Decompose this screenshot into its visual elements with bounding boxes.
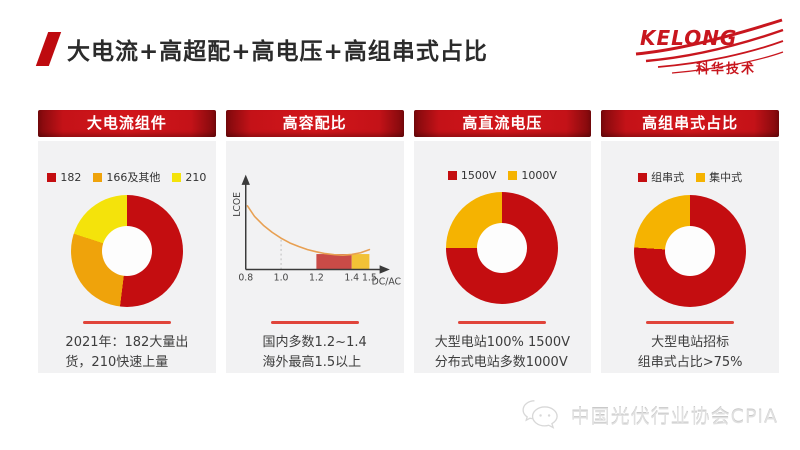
card-body: LCOE 0.8 1.0 1.2 1.4 1.5 DC/AC 国内多数1.2~1… xyxy=(225,141,404,373)
donut-chart-voltage xyxy=(446,192,559,304)
donut-chart-module-sizes xyxy=(70,195,183,307)
donut-hole xyxy=(101,226,152,276)
card-high-current-module: 大电流组件 182 166及其他 210 2021年：182大量出 货，210快速上… xyxy=(38,110,216,373)
legend-label: 182 xyxy=(60,170,82,184)
title-row: 大电流+高超配+高电压+高组串式占比 xyxy=(35,32,488,66)
legend: 182 166及其他 210 xyxy=(38,141,216,185)
lcoe-chart-wrap: LCOE 0.8 1.0 1.2 1.4 1.5 DC/AC xyxy=(226,141,404,293)
legend-swatch-icon xyxy=(93,172,103,182)
cards-row: 大电流组件 182 166及其他 210 2021年：182大量出 货，210快速上… xyxy=(38,110,779,373)
logo-brand-text: KELONG xyxy=(640,26,738,50)
kelong-logo: KELONG 科华技术 xyxy=(634,18,784,80)
card-note: 国内多数1.2~1.4 海外最高1.5以上 xyxy=(263,333,367,372)
y-axis-label: LCOE xyxy=(232,192,243,217)
legend-item: 1000V xyxy=(508,169,557,182)
footer-text: 中国光伏行业协会CPIA xyxy=(570,405,778,428)
card-note: 大型电站招标 组串式占比>75% xyxy=(609,333,771,372)
donut-chart-inverter-type xyxy=(634,195,747,307)
legend-item: 组串式 xyxy=(638,169,684,185)
card-note: 大型电站100% 1500V 分布式电站多数1000V xyxy=(435,333,570,372)
x-tick: 1.2 xyxy=(309,273,324,284)
note-line: 大型电站100% 1500V xyxy=(434,335,571,350)
legend-label: 1500V xyxy=(460,169,497,182)
card-body: 组串式 集中式 大型电站招标 组串式占比>75% xyxy=(601,141,779,373)
card-header: 高容配比 xyxy=(225,110,404,137)
legend-swatch-icon xyxy=(47,172,57,182)
note-line: 海外最高1.5以上 xyxy=(262,354,362,370)
legend-swatch-icon xyxy=(172,172,182,182)
card-body: 1500V 1000V 大型电站100% 1500V 分布式电站多数1000V xyxy=(413,141,592,373)
card-header: 大电流组件 xyxy=(38,110,216,137)
legend-item: 182 xyxy=(47,169,81,185)
legend-swatch-icon xyxy=(696,172,706,182)
card-body: 182 166及其他 210 2021年：182大量出 货，210快速上量 xyxy=(38,141,216,373)
legend-swatch-icon xyxy=(508,171,518,180)
footer-watermark: 中国光伏行业协会CPIA xyxy=(521,398,778,432)
note-line: 货，210快速上量 xyxy=(65,354,169,370)
legend-swatch-icon xyxy=(638,172,648,182)
title-slash-icon xyxy=(35,32,62,66)
lcoe-region-1 xyxy=(351,254,370,270)
note-line: 大型电站招标 xyxy=(651,335,730,350)
legend: 组串式 集中式 xyxy=(601,141,779,185)
donut-hole xyxy=(665,226,716,276)
legend-item: 集中式 xyxy=(696,169,742,185)
legend-item: 1500V xyxy=(447,169,497,182)
legend-label: 166及其他 xyxy=(106,171,161,184)
note-divider xyxy=(646,321,735,324)
card-header: 高组串式占比 xyxy=(601,110,779,137)
note-line: 2021年：182大量出 xyxy=(65,335,189,350)
legend-label: 210 xyxy=(185,170,207,184)
card-dc-ac-ratio: 高容配比 LCOE 0.8 1.0 1.2 xyxy=(225,110,404,373)
x-tick: 1.4 xyxy=(344,273,359,284)
x-tick: 1.5 xyxy=(362,273,377,284)
x-axis-label: DC/AC xyxy=(371,276,400,287)
donut-hole xyxy=(477,223,528,273)
legend: 1500V 1000V xyxy=(414,141,592,182)
legend-label: 1000V xyxy=(521,169,557,182)
lcoe-region-0 xyxy=(316,254,352,270)
card-string-inverter-share: 高组串式占比 组串式 集中式 大型电站招标 组串式占比>75% xyxy=(601,110,779,373)
logo-subtext: 科华技术 xyxy=(696,62,757,77)
card-note: 2021年：182大量出 货，210快速上量 xyxy=(65,333,188,372)
card-header: 高直流电压 xyxy=(413,110,592,137)
legend-label: 集中式 xyxy=(709,171,743,184)
note-line: 分布式电站多数1000V xyxy=(434,354,568,370)
wechat-icon xyxy=(522,400,558,429)
legend-label: 组串式 xyxy=(651,171,685,184)
note-line: 组串式占比>75% xyxy=(637,354,743,370)
x-tick: 1.0 xyxy=(273,273,288,284)
note-divider xyxy=(458,321,547,324)
y-axis-arrow-icon xyxy=(241,174,250,185)
x-tick: 0.8 xyxy=(238,273,253,284)
x-axis-arrow-icon xyxy=(379,265,390,274)
legend-swatch-icon xyxy=(447,171,457,180)
logo-swoosh-icon xyxy=(635,18,784,74)
lcoe-chart: LCOE 0.8 1.0 1.2 1.4 1.5 DC/AC xyxy=(232,174,401,287)
legend-item: 210 xyxy=(172,169,206,185)
page-title: 大电流+高超配+高电压+高组串式占比 xyxy=(67,39,488,65)
lcoe-curve xyxy=(246,205,370,256)
note-line: 国内多数1.2~1.4 xyxy=(262,335,367,350)
card-high-dc-voltage: 高直流电压 1500V 1000V 大型电站100% 1500V 分布式电站多数1… xyxy=(413,110,592,373)
legend-item: 166及其他 xyxy=(93,169,160,185)
note-divider xyxy=(82,321,171,324)
note-divider xyxy=(270,321,359,324)
